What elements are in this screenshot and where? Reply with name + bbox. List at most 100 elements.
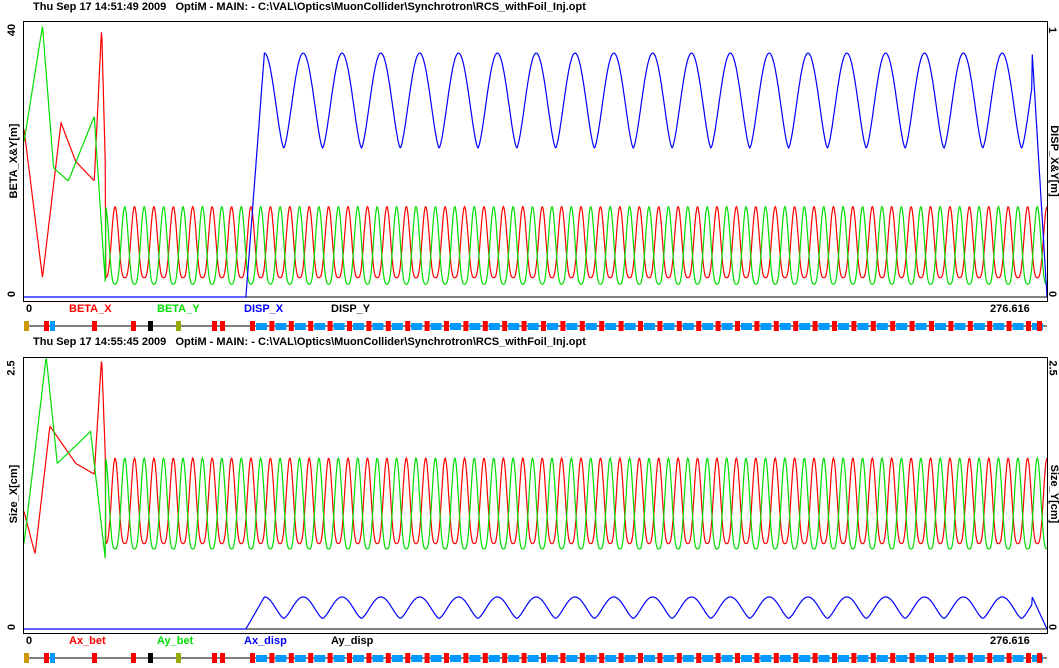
y-tick-bottom-left-2: 0	[6, 623, 19, 631]
quadrupole-element	[890, 321, 896, 331]
lattice-element	[44, 321, 49, 331]
y-tick-top-left-1: 40	[6, 23, 19, 37]
dipole-element	[566, 655, 578, 662]
dipole-element	[527, 323, 539, 330]
lattice-element	[24, 321, 29, 331]
dipole-element	[314, 323, 326, 330]
quadrupole-element	[482, 321, 488, 331]
quadrupole-element	[1037, 321, 1042, 331]
plot-frame-2	[23, 357, 1048, 634]
quadrupole-element	[870, 321, 876, 331]
lattice-element	[212, 653, 217, 663]
quadrupole-element	[735, 653, 740, 663]
quadrupole-element	[696, 321, 702, 331]
dipole-element	[469, 655, 481, 662]
quadrupole-element	[405, 321, 411, 331]
dipole-element	[935, 655, 946, 662]
x-tick-start-2: 0	[26, 635, 33, 647]
x-tick-end-1: 276.616	[990, 303, 1030, 315]
lattice-element	[92, 321, 97, 331]
quadrupole-element	[521, 653, 527, 663]
dipole-element	[973, 655, 985, 662]
quadrupole-element	[793, 321, 799, 331]
quadrupole-element	[832, 653, 837, 663]
quadrupole-element	[812, 321, 818, 331]
quadrupole-element	[444, 653, 449, 663]
quadrupole-element	[793, 653, 799, 663]
dipole-element	[799, 323, 811, 330]
lattice-element	[148, 321, 153, 331]
plot-area-2	[24, 358, 1047, 630]
dipole-element	[605, 323, 617, 330]
dipole-element	[411, 655, 423, 662]
quadrupole-element	[851, 653, 857, 663]
quadrupole-element	[754, 653, 760, 663]
lattice-element	[176, 321, 181, 331]
chart-title-2: Thu Sep 17 14:55:45 2009 OptiM - MAIN: -…	[33, 336, 586, 348]
dipole-element	[760, 323, 772, 330]
quadrupole-element	[773, 653, 779, 663]
quadrupole-element	[638, 653, 643, 663]
dipole-element	[488, 323, 500, 330]
series-line-beta-y	[24, 26, 1047, 285]
quadrupole-element	[657, 321, 663, 331]
y-tick-bottom-right-2: 0	[1046, 623, 1059, 631]
quadrupole-element	[909, 653, 915, 663]
dipole-element	[527, 655, 539, 662]
series-line-ay-bet	[24, 358, 1047, 559]
series-line-beta-x	[24, 32, 1047, 279]
quadrupole-element	[1026, 653, 1031, 663]
quadrupole-element	[851, 321, 857, 331]
quadrupole-element	[967, 653, 973, 663]
dipole-element	[954, 323, 966, 330]
quadrupole-element	[269, 653, 275, 663]
quadrupole-element	[1026, 321, 1031, 331]
lattice-element	[220, 321, 225, 331]
legend-beta-x: BETA_X	[69, 303, 112, 315]
x-tick-start-1: 0	[26, 303, 33, 315]
dipole-element	[372, 655, 384, 662]
quadrupole-element	[521, 321, 527, 331]
lattice-element	[50, 653, 55, 663]
chart-title-1: Thu Sep 17 14:51:49 2009 OptiM - MAIN: -…	[33, 1, 586, 13]
quadrupole-element	[463, 653, 469, 663]
dipole-element	[779, 323, 791, 330]
lattice-element	[131, 653, 136, 663]
dipole-element	[644, 323, 655, 330]
y-tick-bottom-right-1: 0	[1046, 290, 1059, 298]
dipole-element	[605, 655, 617, 662]
quadrupole-element	[541, 653, 546, 663]
series-line-ax-disp	[24, 596, 1047, 630]
legend-beta-y: BETA_Y	[157, 303, 200, 315]
dipole-element	[256, 323, 267, 330]
lattice-element	[24, 653, 29, 663]
dipole-element	[547, 655, 558, 662]
dipole-element	[1012, 655, 1024, 662]
quadrupole-element	[541, 321, 546, 331]
quadrupole-element	[327, 653, 333, 663]
quadrupole-element	[1006, 321, 1012, 331]
quadrupole-element	[929, 321, 934, 331]
quadrupole-element	[444, 321, 449, 331]
quadrupole-element	[1006, 653, 1012, 663]
dipole-element	[896, 655, 908, 662]
dipole-element	[993, 323, 1005, 330]
dipole-element	[566, 323, 578, 330]
quadrupole-element	[773, 321, 779, 331]
plot-frame-1	[23, 21, 1048, 302]
dipole-element	[1012, 323, 1024, 330]
quadrupole-element	[482, 653, 488, 663]
quadrupole-element	[560, 653, 566, 663]
quadrupole-element	[288, 653, 294, 663]
legend-disp-x: DISP_X	[244, 303, 284, 315]
legend-disp-y: DISP_Y	[331, 303, 371, 315]
quadrupole-element	[890, 653, 896, 663]
quadrupole-element	[308, 321, 314, 331]
dipole-element	[624, 323, 636, 330]
dipole-element	[915, 655, 927, 662]
quadrupole-element	[308, 653, 314, 663]
quadrupole-element	[638, 321, 643, 331]
lattice-element	[92, 653, 97, 663]
dipole-element	[333, 655, 345, 662]
dipole-element	[275, 655, 287, 662]
